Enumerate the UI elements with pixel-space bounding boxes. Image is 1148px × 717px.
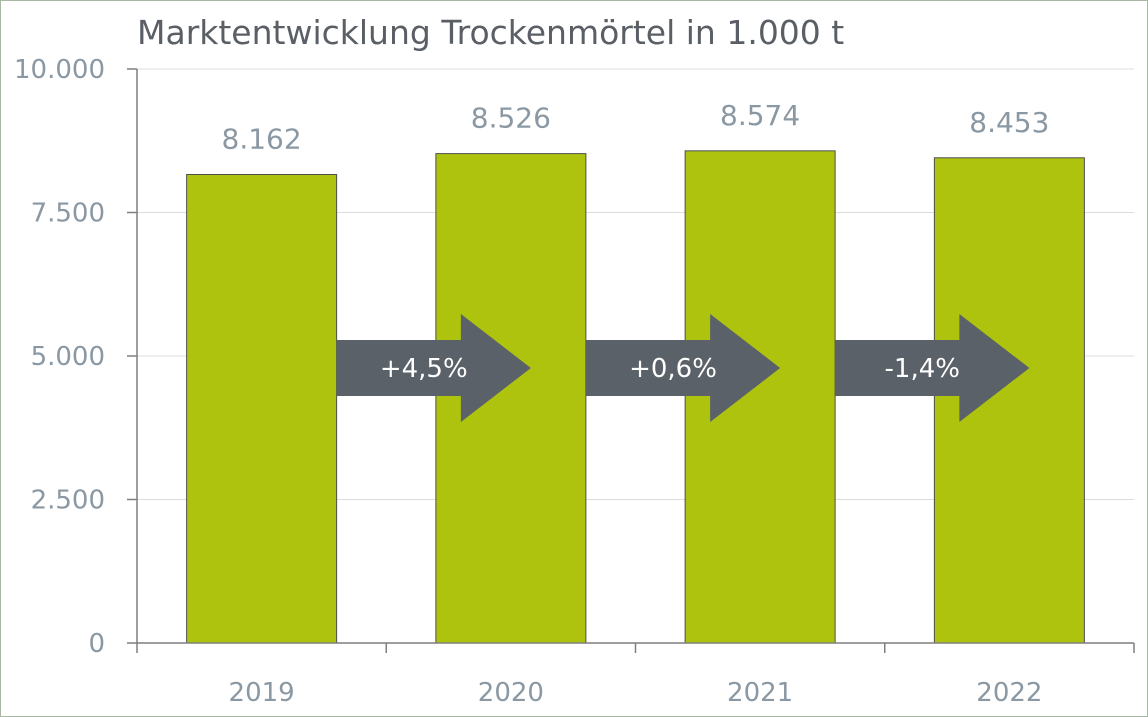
bar-2022 (933, 157, 1085, 644)
data-label: 8.574 (720, 99, 800, 132)
chart-title: Marktentwicklung Trockenmörtel in 1.000 … (137, 13, 844, 52)
change-arrow (835, 314, 1030, 422)
y-tick-label: 0 (88, 629, 105, 659)
labels: 0 2.500 5.000 7.500 10.000 8.162 2019 8.526 2020… (14, 55, 1049, 708)
change-arrow (585, 314, 781, 422)
bar-2019 (186, 174, 338, 644)
bar-2021 (684, 150, 836, 644)
y-tick-label: 10.000 (14, 55, 105, 85)
y-tick-label: 7.500 (31, 199, 105, 229)
change-label: -1,4% (885, 354, 960, 384)
axes (127, 68, 1135, 653)
data-label: 8.453 (969, 106, 1049, 139)
bar-2020 (435, 153, 587, 644)
change-arrow (336, 314, 531, 422)
x-tick-label: 2022 (976, 678, 1042, 708)
y-tick-label: 5.000 (31, 342, 105, 372)
data-label: 8.526 (471, 102, 551, 135)
x-tick-label: 2020 (478, 678, 544, 708)
bars (186, 150, 1085, 644)
y-tick-label: 2.500 (31, 486, 105, 516)
x-tick-label: 2021 (727, 678, 793, 708)
x-tick-label: 2019 (229, 678, 295, 708)
change-label: +4,5% (380, 354, 468, 384)
data-label: 8.162 (222, 123, 302, 156)
change-label: +0,6% (629, 354, 717, 384)
change-arrows: +4,5% +0,6% -1,4% (336, 314, 1030, 422)
